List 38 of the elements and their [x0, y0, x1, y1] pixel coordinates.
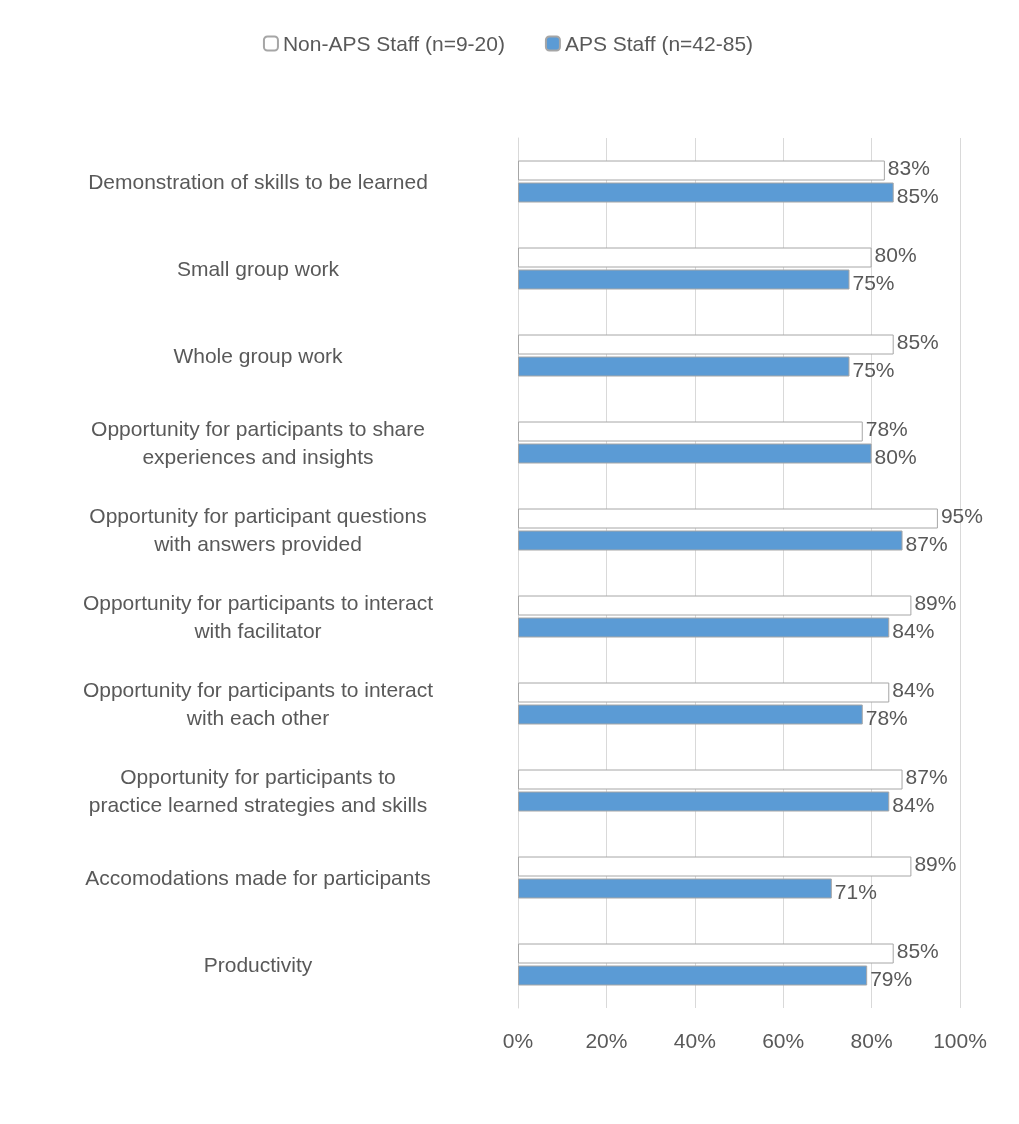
data-label: 83%	[887, 156, 930, 179]
data-label: 79%	[870, 967, 913, 990]
y-tick-label: Productivity	[203, 953, 313, 976]
data-label: 85%	[896, 184, 939, 207]
data-label: 84%	[892, 678, 935, 701]
data-label: 85%	[896, 330, 939, 353]
y-tick-label: Opportunity for participants to share experiences and insights	[91, 417, 425, 468]
data-label: 78%	[865, 706, 908, 729]
x-tick-label: 40%	[673, 1029, 716, 1052]
x-tick-label: 100%	[933, 1029, 987, 1052]
y-tick-label: Opportunity for participants to interact with each other	[82, 678, 434, 729]
data-label: 89%	[914, 852, 957, 875]
data-label: 95%	[940, 504, 983, 527]
x-tick-label: 60%	[762, 1029, 805, 1052]
y-tick-label: Opportunity for participants to interact with facilitator	[82, 591, 434, 642]
y-tick-label: Accomodations made for participants	[85, 866, 431, 889]
y-tick-label: Opportunity for participant questions with answers provided	[89, 504, 427, 555]
data-label: 75%	[852, 358, 895, 381]
data-label: 84%	[892, 793, 935, 816]
data-label: 85%	[896, 939, 939, 962]
data-label: 71%	[834, 880, 877, 903]
legend-label: APS Staff (n=42-85)	[564, 32, 754, 55]
y-tick-label: Opportunity for participants to practice learned strategies and skills	[88, 765, 428, 816]
data-label: 80%	[874, 445, 917, 468]
data-label: 87%	[905, 765, 948, 788]
data-label: 89%	[914, 591, 957, 614]
x-tick-label: 0%	[502, 1029, 534, 1052]
data-label: 84%	[892, 619, 935, 642]
data-label: 87%	[905, 532, 948, 555]
x-tick-label: 20%	[585, 1029, 628, 1052]
data-label: 78%	[865, 417, 908, 440]
x-tick-label: 80%	[850, 1029, 893, 1052]
y-tick-label: Small group work	[176, 257, 340, 280]
legend-label: Non-APS Staff (n=9-20)	[282, 32, 505, 55]
data-label: 75%	[852, 271, 895, 294]
y-tick-label: Whole group work	[173, 344, 344, 367]
data-label: 80%	[874, 243, 917, 266]
y-tick-label: Demonstration of skills to be learned	[88, 170, 428, 193]
